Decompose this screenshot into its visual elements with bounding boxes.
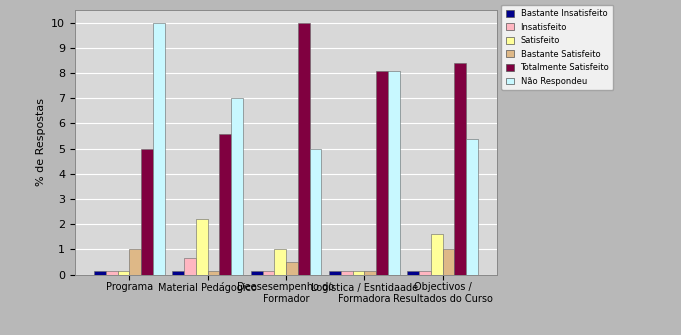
Bar <box>454 63 466 275</box>
Bar <box>219 134 231 275</box>
Bar <box>94 271 106 275</box>
Bar <box>443 250 454 275</box>
Bar <box>262 271 274 275</box>
Bar <box>153 23 165 275</box>
Bar <box>129 250 141 275</box>
Bar <box>388 71 400 275</box>
Bar <box>118 271 129 275</box>
Bar <box>364 271 376 275</box>
Bar <box>341 271 353 275</box>
Bar <box>172 271 184 275</box>
Bar <box>407 271 419 275</box>
Bar <box>196 219 208 275</box>
Bar <box>431 234 443 275</box>
Bar <box>419 271 431 275</box>
Y-axis label: % de Respostas: % de Respostas <box>35 98 46 186</box>
Bar <box>466 139 478 275</box>
Bar <box>286 262 298 275</box>
Bar <box>106 271 118 275</box>
Bar <box>298 23 310 275</box>
Bar <box>141 149 153 275</box>
Bar <box>329 271 341 275</box>
Bar <box>251 271 262 275</box>
Bar <box>274 250 286 275</box>
Bar <box>310 149 321 275</box>
Bar <box>208 271 219 275</box>
Bar <box>376 71 388 275</box>
Bar <box>231 98 243 275</box>
Bar <box>353 271 364 275</box>
Legend: Bastante Insatisfeito, Insatisfeito, Satisfeito, Bastante Satisfeito, Totalmente: Bastante Insatisfeito, Insatisfeito, Sat… <box>501 5 614 90</box>
Bar <box>184 258 196 275</box>
